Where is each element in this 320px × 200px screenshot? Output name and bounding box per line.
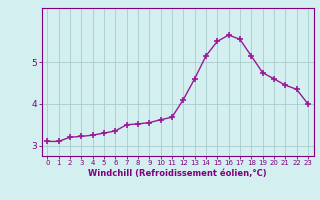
X-axis label: Windchill (Refroidissement éolien,°C): Windchill (Refroidissement éolien,°C): [88, 169, 267, 178]
